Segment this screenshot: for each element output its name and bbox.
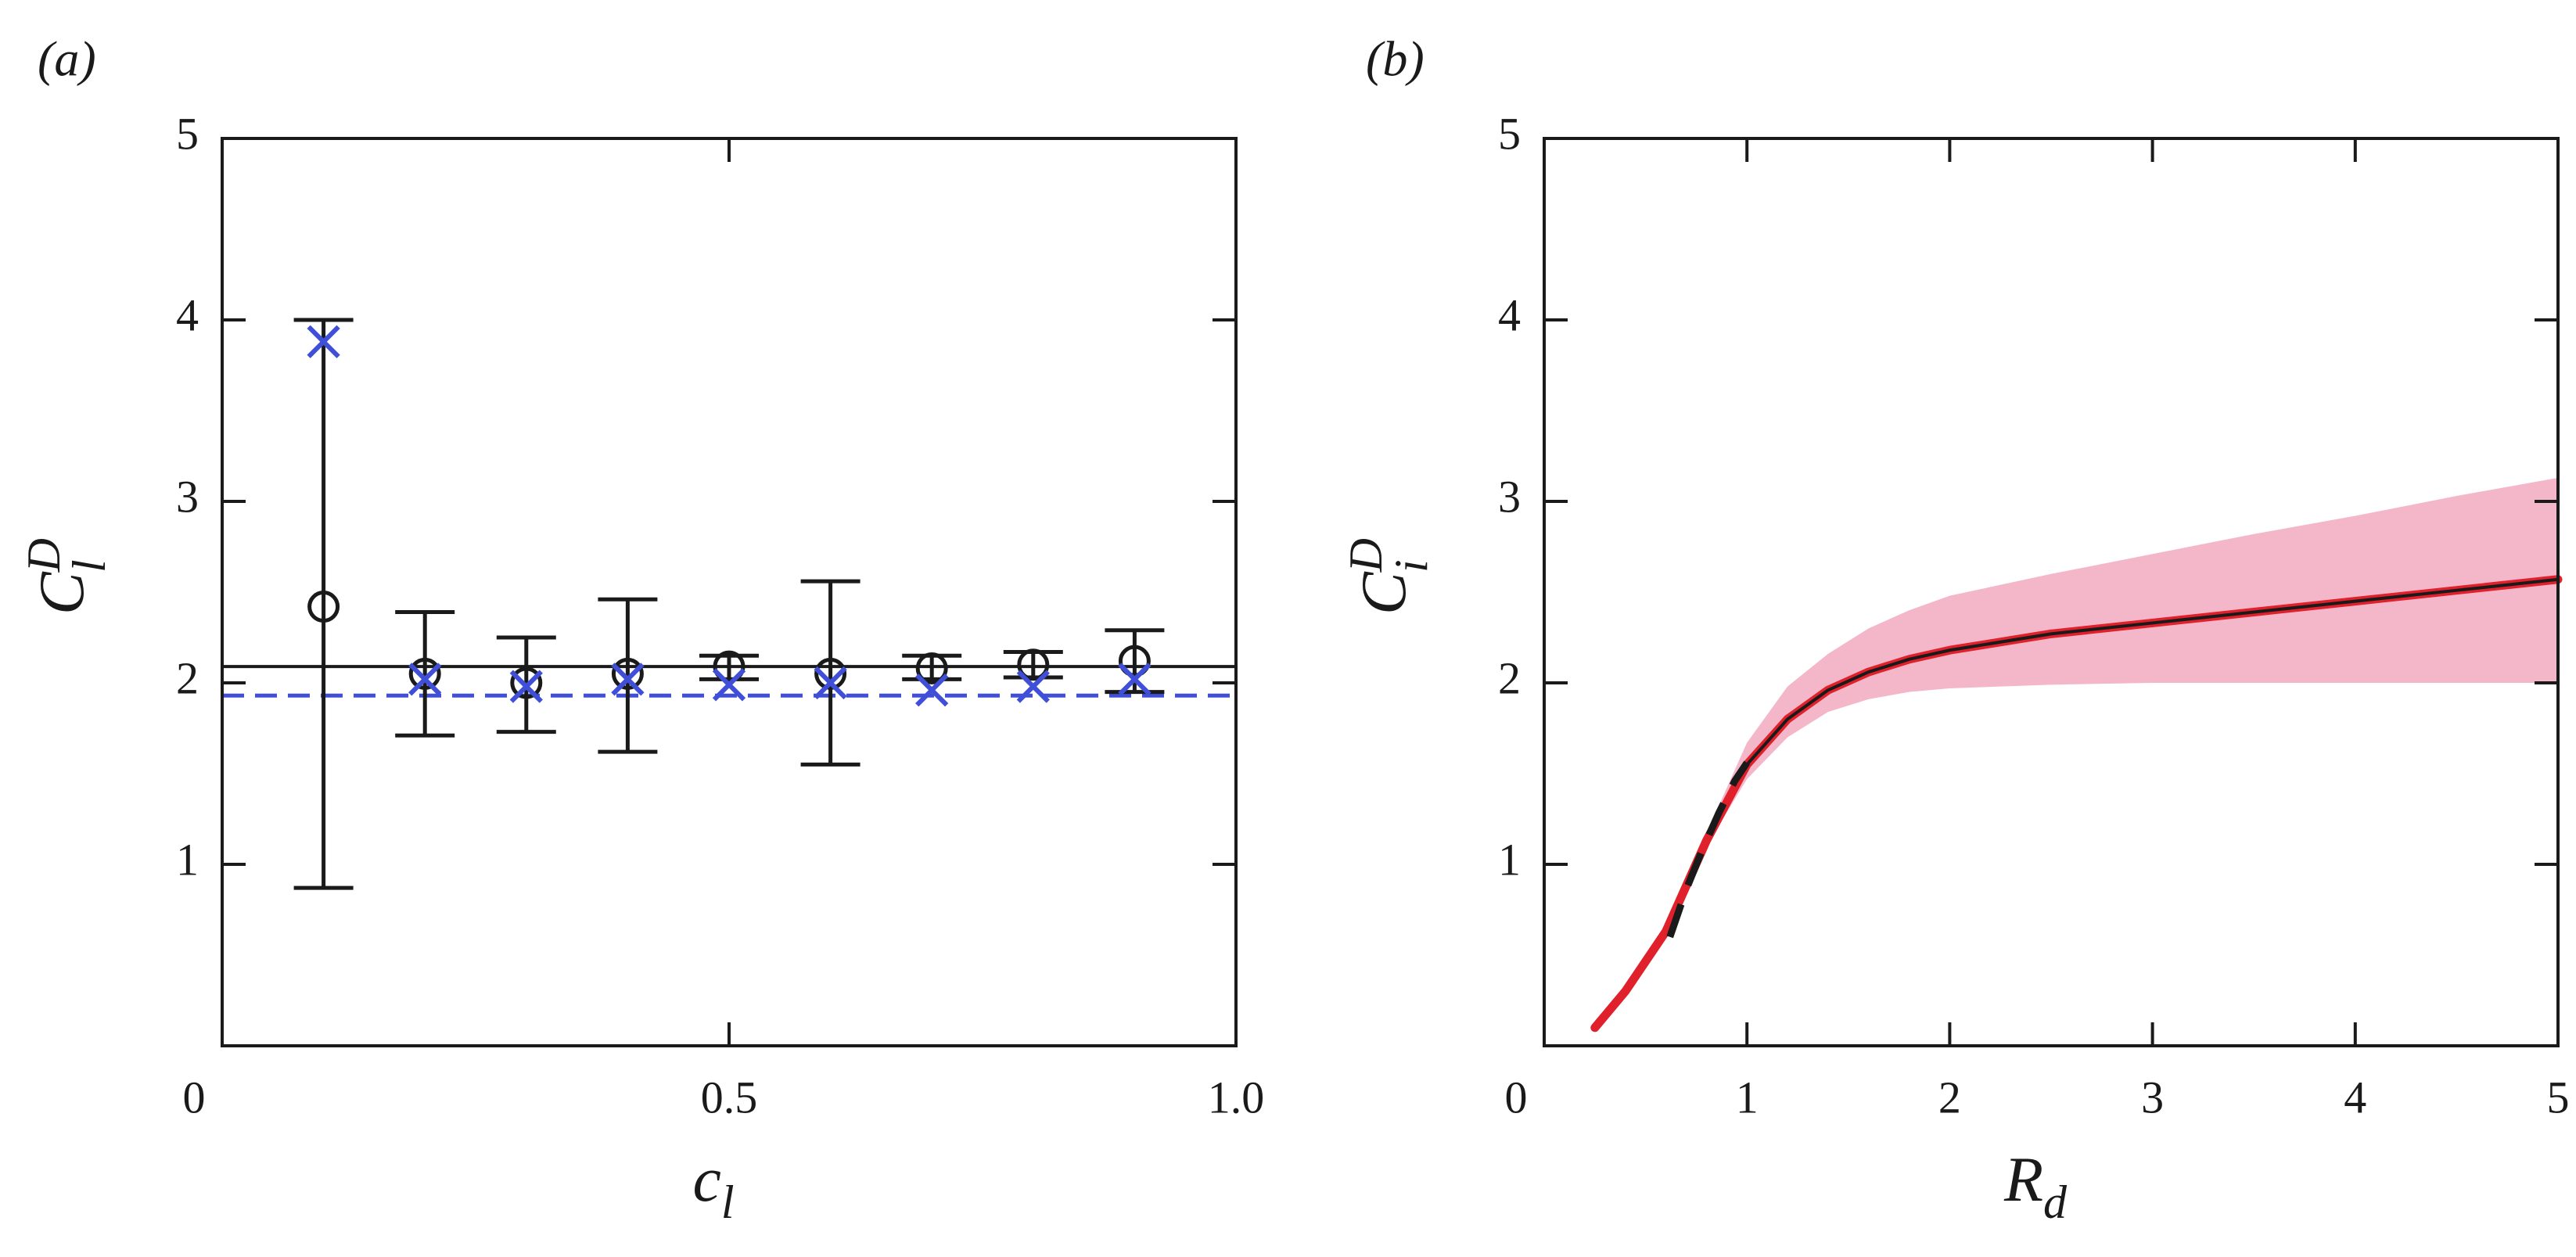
cross-stroke: [408, 663, 442, 696]
x-axis-label: cl: [692, 1144, 734, 1228]
x-tick-label: 5: [2547, 1072, 2570, 1122]
x-axis-label-main: R: [2003, 1144, 2043, 1215]
data-point-cross: [1016, 670, 1050, 703]
cross-stroke: [509, 670, 543, 703]
cross-stroke: [712, 668, 746, 702]
panel-label: (b): [1366, 31, 1425, 87]
y-axis-label-sub: i: [1385, 559, 1437, 573]
y-axis-label-sub: l: [63, 559, 115, 573]
cross-stroke: [1016, 670, 1050, 703]
x-axis-label-main: c: [692, 1144, 720, 1215]
data-point-cross: [509, 670, 543, 703]
data-point-cross: [814, 666, 847, 700]
x-tick-label: 0: [183, 1072, 206, 1122]
data-point-circle: [408, 657, 441, 690]
x-axis-label-sub: d: [2043, 1176, 2068, 1228]
y-tick-label: 5: [1498, 108, 1521, 159]
cross-stroke: [611, 663, 645, 696]
y-axis-label-sup: D: [18, 538, 70, 573]
y-tick-label: 2: [1498, 652, 1521, 703]
data-point-circle: [1017, 648, 1050, 681]
y-tick-label: 3: [176, 471, 199, 522]
data-point-circle: [814, 657, 847, 690]
y-tick-label: 1: [1498, 834, 1521, 885]
uncertainty-band: [1706, 477, 2558, 846]
series-line-dashed: [1666, 760, 1750, 939]
x-axis-label-sub: l: [721, 1176, 735, 1228]
y-tick-label: 2: [176, 652, 199, 703]
x-tick-label: 1.0: [1208, 1072, 1265, 1122]
data-point-cross: [408, 663, 442, 696]
cross-stroke: [307, 325, 340, 358]
y-axis-label: CDi: [1340, 538, 1437, 615]
x-tick-label: 3: [2141, 1072, 2164, 1122]
y-axis-label-sup: D: [1340, 538, 1392, 573]
y-tick-label: 3: [1498, 471, 1521, 522]
y-axis-label-main: C: [1348, 571, 1419, 615]
x-tick-label: 1: [1736, 1072, 1759, 1122]
y-tick-label: 4: [176, 289, 199, 340]
x-tick-label: 2: [1938, 1072, 1961, 1122]
axes-frame: [221, 137, 1238, 1047]
x-tick-label: 0.5: [701, 1072, 758, 1122]
data-point-circle: [1118, 645, 1151, 677]
data-point-circle: [915, 652, 948, 684]
y-tick-label: 4: [1498, 289, 1521, 340]
y-tick-label: 1: [176, 834, 199, 885]
data-point-cross: [1118, 663, 1151, 696]
series-line-black: [1745, 577, 2559, 766]
data-point-circle: [307, 591, 340, 623]
data-point-circle: [713, 650, 745, 683]
x-tick-label: 0: [1505, 1072, 1528, 1122]
y-axis-label-main: C: [26, 571, 97, 615]
cross-stroke: [915, 673, 949, 707]
data-point-cross: [712, 668, 746, 702]
data-point-circle: [611, 657, 644, 690]
data-point-circle: [510, 666, 543, 699]
panel-label: (a): [38, 31, 96, 87]
x-tick-label: 4: [2344, 1072, 2366, 1122]
y-tick-label: 5: [176, 108, 199, 159]
y-axis-label: CDl: [18, 538, 115, 615]
data-point-cross: [307, 325, 340, 358]
panel-b: (b) 1 2 3 4 5 0 1 2 3 4 5 Rd CDi: [1340, 31, 2570, 1228]
cross-stroke: [1118, 663, 1151, 696]
axes-frame: [1543, 137, 2560, 1047]
x-axis-label: Rd: [2003, 1144, 2068, 1228]
cross-stroke: [814, 666, 847, 700]
data-point-cross: [611, 663, 645, 696]
data-point-cross: [915, 673, 949, 707]
